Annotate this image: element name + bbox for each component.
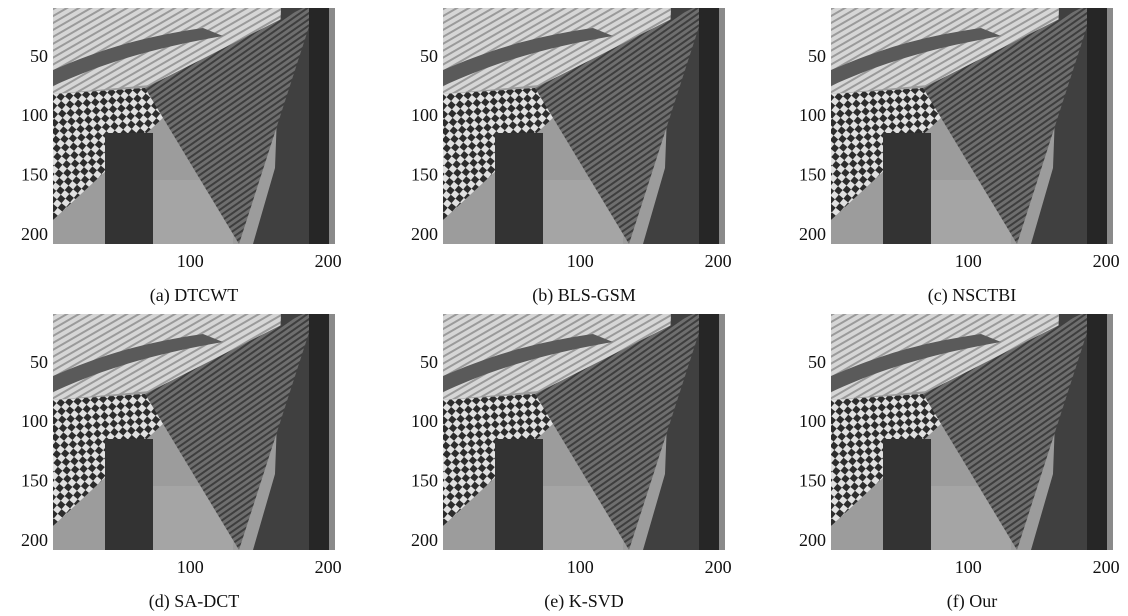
- x-tick-label: 100: [955, 557, 982, 577]
- y-tick-label: 50: [808, 352, 826, 372]
- y-tick-label: 200: [411, 530, 438, 550]
- image: [53, 8, 335, 244]
- y-tick-label: 150: [411, 165, 438, 185]
- x-tick-label: 200: [1093, 557, 1120, 577]
- y-tick-label: 100: [411, 411, 438, 431]
- image: [443, 8, 725, 244]
- x-tick-label: 200: [705, 557, 732, 577]
- y-tick-label: 100: [411, 105, 438, 125]
- x-tick-label: 100: [177, 557, 204, 577]
- y-tick-label: 200: [411, 224, 438, 244]
- image: [53, 314, 335, 550]
- y-tick-label: 100: [21, 411, 48, 431]
- figure: 50 100 150 200 100 200 (a) DTCWT 50 100 150 200 100…: [0, 0, 1128, 616]
- caption: (d) SA-DCT: [149, 591, 240, 612]
- caption: (b) BLS-GSM: [532, 285, 636, 306]
- y-tick-label: 200: [799, 530, 826, 550]
- x-tick-label: 100: [567, 251, 594, 271]
- y-tick-label: 200: [799, 224, 826, 244]
- x-tick-label: 100: [567, 557, 594, 577]
- y-tick-label: 50: [808, 46, 826, 66]
- image: [443, 314, 725, 550]
- y-tick-label: 150: [799, 471, 826, 491]
- y-tick-label: 200: [21, 224, 48, 244]
- y-tick-label: 150: [411, 471, 438, 491]
- caption: (c) NSCTBI: [928, 285, 1017, 306]
- x-tick-label: 200: [315, 557, 342, 577]
- y-tick-label: 50: [30, 352, 48, 372]
- caption: (a) DTCWT: [150, 285, 238, 306]
- image: [831, 314, 1113, 550]
- y-tick-label: 50: [420, 46, 438, 66]
- y-tick-label: 50: [420, 352, 438, 372]
- y-tick-label: 100: [799, 411, 826, 431]
- x-tick-label: 100: [177, 251, 204, 271]
- x-tick-label: 200: [315, 251, 342, 271]
- y-tick-label: 50: [30, 46, 48, 66]
- y-tick-label: 150: [21, 471, 48, 491]
- x-tick-label: 200: [1093, 251, 1120, 271]
- caption: (e) K-SVD: [544, 591, 623, 612]
- y-tick-label: 150: [21, 165, 48, 185]
- y-tick-label: 150: [799, 165, 826, 185]
- image: [831, 8, 1113, 244]
- y-tick-label: 200: [21, 530, 48, 550]
- caption: (f) Our: [947, 591, 997, 612]
- y-tick-label: 100: [21, 105, 48, 125]
- x-tick-label: 100: [955, 251, 982, 271]
- y-tick-label: 100: [799, 105, 826, 125]
- x-tick-label: 200: [705, 251, 732, 271]
